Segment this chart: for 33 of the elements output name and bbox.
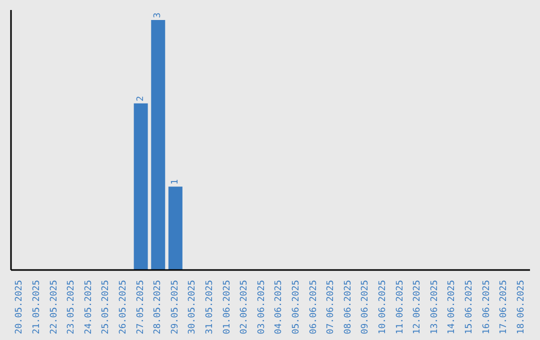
data-label: 2 bbox=[136, 96, 146, 102]
x-tick-label: 17.06.2025 bbox=[499, 280, 510, 334]
x-tick-label: 31.05.2025 bbox=[204, 280, 215, 334]
x-tick-label: 18.06.2025 bbox=[516, 280, 526, 334]
x-tick-label: 22.05.2025 bbox=[49, 280, 60, 334]
x-tick-label: 28.05.2025 bbox=[153, 280, 164, 334]
x-tick-label: 14.06.2025 bbox=[447, 280, 458, 334]
x-tick-label: 20.05.2025 bbox=[14, 280, 25, 334]
x-tick-label: 10.06.2025 bbox=[378, 280, 388, 334]
x-tick-label: 21.05.2025 bbox=[32, 280, 42, 334]
x-tick-label: 09.06.2025 bbox=[360, 280, 371, 334]
x-tick-label: 11.06.2025 bbox=[395, 280, 406, 334]
x-tick-label: 24.05.2025 bbox=[84, 280, 94, 334]
x-tick-label: 08.06.2025 bbox=[343, 280, 354, 334]
x-tick-label: 27.05.2025 bbox=[136, 280, 146, 334]
x-tick-label: 29.05.2025 bbox=[170, 280, 180, 334]
data-label: 3 bbox=[153, 12, 164, 18]
x-tick-label: 25.05.2025 bbox=[101, 280, 112, 334]
x-tick-label: 30.05.2025 bbox=[188, 280, 198, 334]
x-tick-label: 07.06.2025 bbox=[326, 280, 336, 334]
x-tick-label: 16.06.2025 bbox=[482, 280, 492, 334]
x-tick-label: 04.06.2025 bbox=[274, 280, 284, 334]
x-tick-label: 13.06.2025 bbox=[430, 280, 440, 334]
x-tick-label: 06.06.2025 bbox=[308, 280, 319, 334]
x-tick-label: 12.06.2025 bbox=[412, 280, 423, 334]
data-label: 1 bbox=[170, 179, 180, 185]
x-tick-label: 05.06.2025 bbox=[291, 280, 302, 334]
x-tick-label: 26.05.2025 bbox=[118, 280, 128, 334]
x-tick-label: 15.06.2025 bbox=[464, 280, 474, 334]
x-tick-label: 02.06.2025 bbox=[240, 280, 250, 334]
x-tick-label: 01.06.2025 bbox=[222, 280, 232, 334]
x-tick-label: 03.06.2025 bbox=[256, 280, 267, 334]
x-tick-label: 23.05.2025 bbox=[66, 280, 77, 334]
